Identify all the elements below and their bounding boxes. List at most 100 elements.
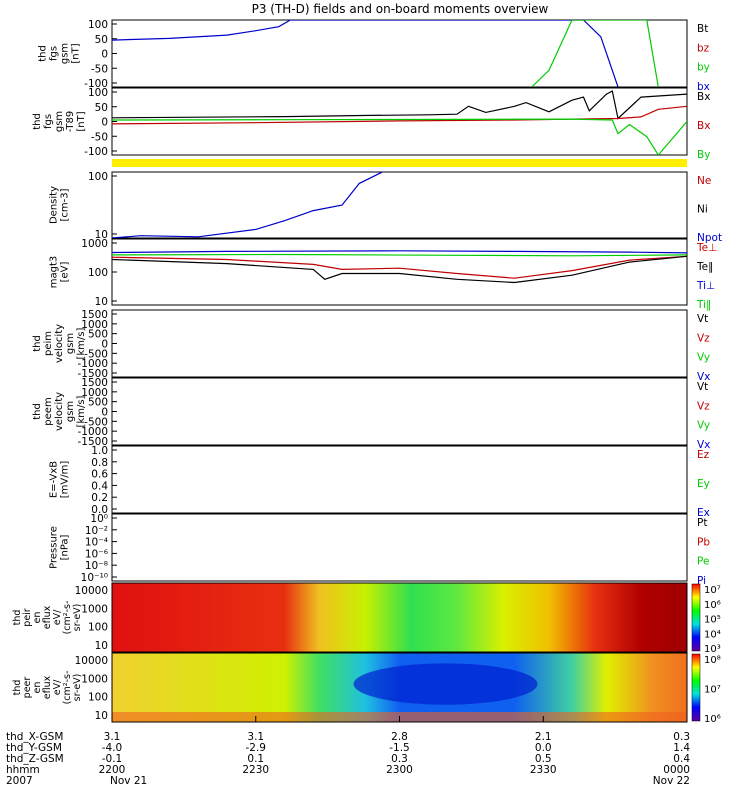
y-tick-label: 1.0 bbox=[91, 445, 108, 457]
legend-entry: by bbox=[697, 62, 710, 74]
series-line-By bbox=[112, 118, 687, 155]
y-axis-label-line: (cm²-s- bbox=[62, 671, 73, 705]
y-axis-label: Density[cm-3] bbox=[49, 186, 71, 224]
legend-entry: Vz bbox=[697, 400, 710, 412]
panel-frame bbox=[111, 171, 688, 239]
y-axis-label-line: gsm bbox=[65, 401, 76, 422]
x-tick-label: -2.9 bbox=[246, 742, 267, 754]
spectrogram-image bbox=[112, 583, 687, 652]
y-axis-label-line: velocity bbox=[54, 392, 65, 431]
legend-entry: Vy bbox=[697, 352, 710, 364]
y-axis-label: thdpeimvelocitygsm[km/s] bbox=[32, 324, 87, 363]
spectrogram-peer_eflux: 10000 1000 100 10 thdpeerenefluxeV/(cm²-s-sr… bbox=[12, 652, 721, 725]
legend-entry: Ey bbox=[697, 478, 710, 490]
colorbar-tick-label: 10⁵ bbox=[704, 615, 721, 626]
panel-frame bbox=[111, 309, 688, 378]
legend-entry: Npot bbox=[697, 232, 722, 244]
series-line-Ti⊥ bbox=[112, 250, 687, 254]
legend-entry: Ti⊥ bbox=[696, 280, 715, 292]
y-axis-label-line: thd bbox=[32, 335, 43, 352]
y-tick-label: 10 bbox=[95, 229, 108, 241]
y-axis-label-line: fgs bbox=[43, 114, 54, 129]
y-tick-label: 100 bbox=[88, 267, 108, 279]
colorbar-tick-label: 10³ bbox=[704, 644, 721, 655]
y-tick-label: 50 bbox=[95, 102, 108, 114]
y-axis-label-line: peir bbox=[22, 608, 33, 627]
legend-entry: Pb bbox=[697, 536, 710, 548]
y-axis-label: thdpeemvelocitygsm[km/s] bbox=[32, 392, 87, 431]
x-tick-label: 2.1 bbox=[535, 731, 552, 743]
x-tick-label: 0.3 bbox=[391, 753, 408, 765]
series-line-Bx bbox=[112, 90, 687, 120]
y-axis-label-line: -T89 bbox=[65, 111, 76, 133]
y-tick-label: 1000 bbox=[81, 673, 108, 685]
legend-entry: Vt bbox=[697, 381, 708, 393]
y-axis-label-line: [nT] bbox=[71, 43, 82, 63]
y-axis-label-line: [km/s] bbox=[76, 395, 87, 427]
x-tick-label: 0.0 bbox=[535, 742, 552, 754]
y-tick-label: 0 bbox=[101, 49, 108, 61]
y-tick-label: 0 bbox=[101, 117, 108, 129]
x-tick-label: 0.3 bbox=[673, 731, 690, 743]
y-tick-label: -500 bbox=[84, 348, 108, 360]
series-line-Te⊥ bbox=[112, 255, 687, 279]
y-tick-label: 10000 bbox=[75, 585, 108, 597]
legend-entry: Ex bbox=[697, 507, 710, 519]
y-tick-label: 1000 bbox=[81, 238, 108, 250]
y-axis-label-line: sr-eV) bbox=[72, 604, 83, 632]
y-tick-label: -100 bbox=[84, 146, 108, 158]
y-axis-label: magt3[eV] bbox=[49, 256, 71, 289]
y-tick-label: 10000 bbox=[75, 655, 108, 667]
y-tick-label: 0.4 bbox=[91, 480, 108, 492]
y-axis-label-line: eV/ bbox=[52, 679, 63, 695]
panel-frame bbox=[111, 377, 688, 446]
colorbar-tick-label: 10⁷ bbox=[704, 585, 721, 596]
y-tick-label: 0.0 bbox=[91, 504, 108, 516]
y-axis-label-line: [nT] bbox=[76, 111, 87, 131]
y-axis-label-line: eflux bbox=[42, 605, 53, 629]
legend-entry: Ti‖ bbox=[696, 299, 711, 311]
y-tick-label: 10⁻² bbox=[85, 525, 108, 537]
y-tick-label: -500 bbox=[84, 416, 108, 428]
legend-entry: Vz bbox=[697, 332, 710, 344]
y-tick-label: 1500 bbox=[81, 377, 108, 389]
y-tick-label: -1500 bbox=[77, 436, 108, 448]
x-tick-label: 0.1 bbox=[247, 753, 264, 765]
x-axis-row-label: thd_Y-GSM bbox=[6, 742, 62, 754]
y-tick-label: 100 bbox=[88, 171, 108, 183]
y-tick-label: 10⁰ bbox=[90, 513, 108, 525]
series-line-bx bbox=[112, 20, 619, 87]
x-tick-label: 2230 bbox=[242, 764, 269, 776]
x-tick-label: Nov 22 bbox=[653, 775, 690, 787]
y-axis-label-line: gsm bbox=[54, 111, 65, 132]
y-axis-label-line: en bbox=[32, 682, 43, 694]
x-tick-label: 0.4 bbox=[673, 753, 690, 765]
y-tick-label: -1000 bbox=[77, 426, 108, 438]
y-tick-label: 500 bbox=[88, 397, 108, 409]
legend-entry: Pt bbox=[697, 517, 707, 529]
x-tick-label: -0.1 bbox=[102, 753, 123, 765]
x-tick-label: 2.8 bbox=[391, 731, 408, 743]
y-tick-label: 0.2 bbox=[91, 492, 108, 504]
x-axis-row-label: 2007 bbox=[6, 775, 33, 787]
y-axis-label-line: (cm²-s- bbox=[62, 601, 73, 635]
x-tick-label: -4.0 bbox=[102, 742, 123, 754]
figure-title: P3 (TH-D) fields and on-board moments ov… bbox=[252, 2, 549, 16]
panel-frame bbox=[111, 582, 688, 653]
y-axis-label-line: sr-eV) bbox=[72, 674, 83, 702]
panel-fgs_gsm: 100 50 0 -50 -100 thdfgsgsm[nT] Bt bz by bx bbox=[38, 19, 710, 93]
series-line-by bbox=[531, 20, 659, 87]
y-tick-label: -100 bbox=[84, 78, 108, 90]
y-axis-label: thdfgsgsm-T89[nT] bbox=[32, 111, 87, 133]
legend-entry: Vy bbox=[697, 420, 710, 432]
y-tick-label: 0.6 bbox=[91, 469, 108, 481]
colorbar bbox=[691, 653, 701, 722]
y-axis-label-line: Density bbox=[49, 186, 60, 224]
panel-frame bbox=[111, 19, 688, 88]
y-tick-label: 10 bbox=[95, 640, 108, 652]
panel-fgs_gsm_t89: 100 50 0 -50 -100 thdfgsgsm-T89[nT] Bx Bx By bbox=[32, 87, 710, 161]
panel-frame bbox=[111, 513, 688, 582]
y-axis-label-line: gsm bbox=[65, 333, 76, 354]
